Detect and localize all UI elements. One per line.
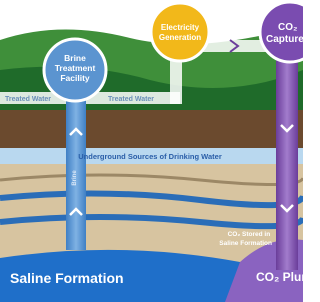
flow-label: Treated Water	[108, 96, 154, 103]
brine-pipe	[66, 90, 86, 250]
flow-label: Brine	[72, 170, 78, 186]
layer-label-line: CO₂ Stored in	[228, 231, 271, 238]
layer-label: CO₂ Plume	[256, 270, 303, 284]
co2-pipe	[276, 40, 298, 270]
layer-label: Saline Formation	[10, 270, 124, 286]
layer-label-line: Saline Formation	[219, 240, 272, 247]
co2-pipe	[200, 40, 270, 52]
flow-label: Treated Water	[5, 96, 51, 103]
layer-label: Underground Sources of Drinking Water	[78, 152, 222, 161]
rock-layers	[0, 164, 303, 264]
node-circle	[151, 3, 209, 61]
soil	[0, 110, 303, 150]
